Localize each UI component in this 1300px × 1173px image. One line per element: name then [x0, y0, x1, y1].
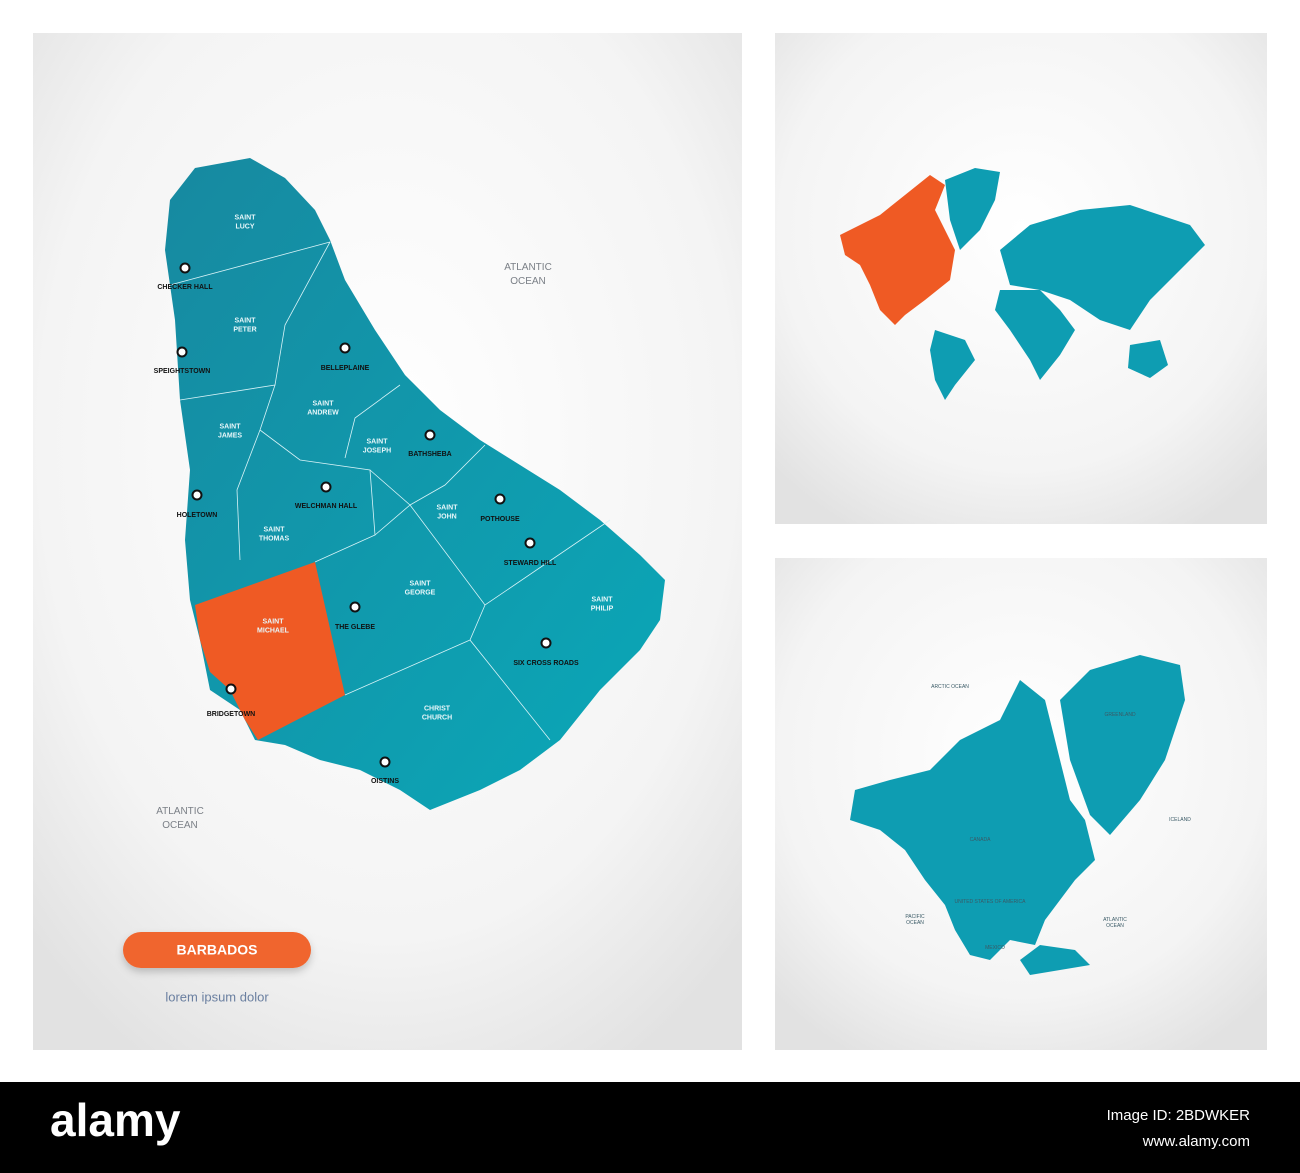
parish-label: SAINT THOMAS — [259, 526, 290, 542]
parish-label-line: SAINT — [367, 438, 389, 445]
map-label: ARCTIC OCEAN — [931, 684, 969, 690]
world-map — [840, 168, 1205, 400]
parish-label: SAINT GEORGE — [405, 580, 436, 596]
badge-subtitle: lorem ipsum dolor — [165, 989, 269, 1004]
footer-bar — [0, 1082, 1300, 1173]
town-marker — [424, 429, 436, 441]
town-marker — [349, 601, 361, 613]
map-label-line: ICELAND — [1169, 817, 1191, 823]
map-label: CANADA — [970, 837, 992, 843]
town-marker — [225, 683, 237, 695]
parish-label: SAINT JAMES — [218, 423, 242, 439]
town-label: THE GLEBE — [335, 624, 375, 631]
town-label: STEWARD HILL — [504, 560, 557, 567]
footer-url: www.alamy.com — [1142, 1133, 1250, 1150]
parish-label-line: PHILIP — [591, 605, 614, 612]
parish-label-line: ANDREW — [307, 409, 339, 416]
town-label: BRIDGETOWN — [207, 711, 255, 718]
map-label-line: ATLANTIC — [1103, 917, 1127, 923]
parish-label-line: SAINT — [313, 400, 335, 407]
parish-label-line: JAMES — [218, 432, 242, 439]
town-marker — [339, 342, 351, 354]
parish-label-line: SAINT — [592, 596, 614, 603]
map-label-line: UNITED STATES OF AMERICA — [955, 899, 1027, 905]
town-label: HOLETOWN — [177, 512, 218, 519]
town-marker — [179, 262, 191, 274]
ocean-label: ATLANTIC OCEAN — [156, 806, 204, 831]
parish-label: SAINT MICHAEL — [257, 618, 290, 634]
footer-image-id: Image ID: 2BDWKER — [1107, 1107, 1251, 1124]
parish-label: SAINT JOSEPH — [363, 438, 391, 454]
town-label: POTHOUSE — [480, 516, 520, 523]
parish-label: SAINT LUCY — [235, 214, 257, 230]
town-label: BATHSHEBA — [408, 451, 451, 458]
map-label: PACIFIC OCEAN — [905, 914, 925, 926]
map-label: GREENLAND — [1104, 712, 1136, 718]
town-marker — [191, 489, 203, 501]
parish-label-line: GEORGE — [405, 589, 436, 596]
parish-label-line: MICHAEL — [257, 627, 290, 634]
map-label: UNITED STATES OF AMERICA — [955, 899, 1027, 905]
parish-label-line: SAINT — [437, 504, 459, 511]
badge-title: BARBADOS — [177, 942, 258, 958]
map-label-line: ARCTIC OCEAN — [931, 684, 969, 690]
map-label-line: GREENLAND — [1104, 712, 1136, 718]
ocean-label-line: ATLANTIC — [156, 806, 204, 817]
parish-label-line: PETER — [233, 326, 256, 333]
map-label: MEXICO — [985, 945, 1005, 951]
parish-label-line: SAINT — [410, 580, 432, 587]
parish-label-line: THOMAS — [259, 535, 290, 542]
town-label: BELLEPLAINE — [321, 365, 370, 372]
map-label-line: CANADA — [970, 837, 992, 843]
parish-label-line: SAINT — [235, 214, 257, 221]
map-label-line: OCEAN — [906, 920, 924, 926]
parish-borders — [169, 241, 611, 741]
parish-label-line: CHRIST — [424, 705, 451, 712]
north-america-map — [850, 655, 1185, 975]
parish-label-line: SAINT — [263, 618, 285, 625]
parish-label: SAINT ANDREW — [307, 400, 339, 416]
ocean-label: ATLANTIC OCEAN — [504, 262, 552, 287]
map-label-line: PACIFIC — [905, 914, 925, 920]
badge — [123, 932, 311, 968]
parish-label-line: SAINT — [264, 526, 286, 533]
parish-label-line: SAINT — [220, 423, 242, 430]
parish-label-line: LUCY — [235, 223, 254, 230]
town-label: OISTINS — [371, 778, 399, 785]
ocean-label-line: OCEAN — [510, 276, 546, 287]
town-marker — [176, 346, 188, 358]
parish-label-line: JOHN — [437, 513, 456, 520]
parish-label-line: JOSEPH — [363, 447, 391, 454]
town-marker — [320, 481, 332, 493]
town-marker — [524, 537, 536, 549]
ocean-label-line: ATLANTIC — [504, 262, 552, 273]
map-label: ICELAND — [1169, 817, 1191, 823]
map-label-line: OCEAN — [1106, 923, 1124, 929]
town-label: CHECKER HALL — [157, 284, 213, 291]
parish-label: SAINT PETER — [233, 317, 256, 333]
parish-label: SAINT PHILIP — [591, 596, 614, 612]
map-label: ATLANTIC OCEAN — [1103, 917, 1127, 929]
ocean-label-line: OCEAN — [162, 820, 198, 831]
town-label: WELCHMAN HALL — [295, 503, 358, 510]
town-marker — [379, 756, 391, 768]
parish-label: SAINT JOHN — [437, 504, 459, 520]
town-marker — [540, 637, 552, 649]
parish-label-line: SAINT — [235, 317, 257, 324]
town-label: SIX CROSS ROADS — [513, 660, 579, 667]
town-label: SPEIGHTSTOWN — [154, 368, 211, 375]
parish-label-line: CHURCH — [422, 714, 452, 721]
map-label-line: MEXICO — [985, 945, 1005, 951]
saint-michael-highlight — [195, 562, 345, 740]
footer-brand: alamy — [50, 1094, 181, 1146]
parish-label: CHRIST CHURCH — [422, 705, 452, 721]
town-marker — [494, 493, 506, 505]
